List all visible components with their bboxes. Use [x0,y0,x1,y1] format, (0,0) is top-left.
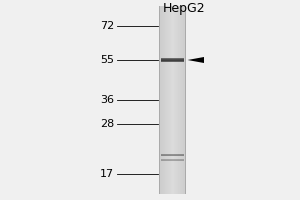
Bar [174,6,175,194]
Text: 55: 55 [100,55,114,65]
Bar [161,60,184,61]
Bar [162,6,163,194]
Bar [183,6,184,194]
Bar [163,6,164,194]
Bar [181,6,182,194]
Bar [178,6,179,194]
Bar [167,6,168,194]
Bar [161,154,184,155]
Polygon shape [188,57,204,63]
Text: HepG2: HepG2 [163,2,206,15]
Bar [161,61,184,62]
Bar [161,6,162,194]
Bar [176,6,177,194]
Text: 17: 17 [100,169,114,179]
Bar [161,159,184,160]
Bar [159,6,160,194]
Bar [164,6,165,194]
Text: 72: 72 [100,21,114,31]
Bar [160,6,161,194]
Bar [175,6,176,194]
Bar [185,6,186,194]
Bar [182,6,183,194]
Bar [180,6,181,194]
Bar [166,6,167,194]
Bar [161,58,184,59]
Bar [171,6,172,194]
Bar [170,6,171,194]
Bar [161,155,184,156]
Bar [177,6,178,194]
Text: 36: 36 [100,95,114,105]
Bar [169,6,170,194]
Bar [172,6,173,194]
Bar [161,59,184,60]
Bar [184,6,185,194]
Bar [161,160,184,161]
Text: 28: 28 [100,119,114,129]
Bar [165,6,166,194]
Bar [173,6,174,194]
Bar [179,6,180,194]
Bar [168,6,169,194]
